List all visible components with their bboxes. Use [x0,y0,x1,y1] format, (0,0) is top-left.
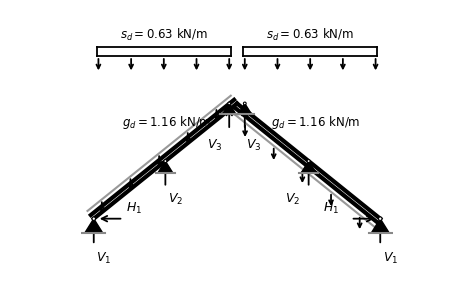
Polygon shape [85,219,102,233]
Polygon shape [301,161,316,173]
Text: $s_d = 0.63\ \mathrm{kN/m}$: $s_d = 0.63\ \mathrm{kN/m}$ [120,27,208,43]
Circle shape [244,102,246,105]
Text: $V_3$: $V_3$ [208,138,223,153]
Text: $g_d = 1.16\ \mathrm{kN/m}$: $g_d = 1.16\ \mathrm{kN/m}$ [122,114,211,131]
Polygon shape [222,104,236,114]
Text: $V_3$: $V_3$ [246,138,262,153]
Text: $s_d = 0.63\ \mathrm{kN/m}$: $s_d = 0.63\ \mathrm{kN/m}$ [266,27,354,43]
Circle shape [92,217,95,220]
Circle shape [307,159,310,163]
Text: $V_1$: $V_1$ [383,251,398,267]
Text: $V_1$: $V_1$ [96,251,111,267]
Text: $H_1$: $H_1$ [127,201,143,216]
Text: $V_2$: $V_2$ [285,192,301,207]
Circle shape [164,159,167,163]
Text: $V_2$: $V_2$ [168,192,183,207]
Circle shape [379,217,382,220]
Text: $H_1$: $H_1$ [323,201,339,216]
Polygon shape [238,104,252,114]
Polygon shape [158,161,173,173]
Text: $g_d = 1.16\ \mathrm{kN/m}$: $g_d = 1.16\ \mathrm{kN/m}$ [271,114,361,131]
Circle shape [228,102,230,105]
Polygon shape [372,219,389,233]
